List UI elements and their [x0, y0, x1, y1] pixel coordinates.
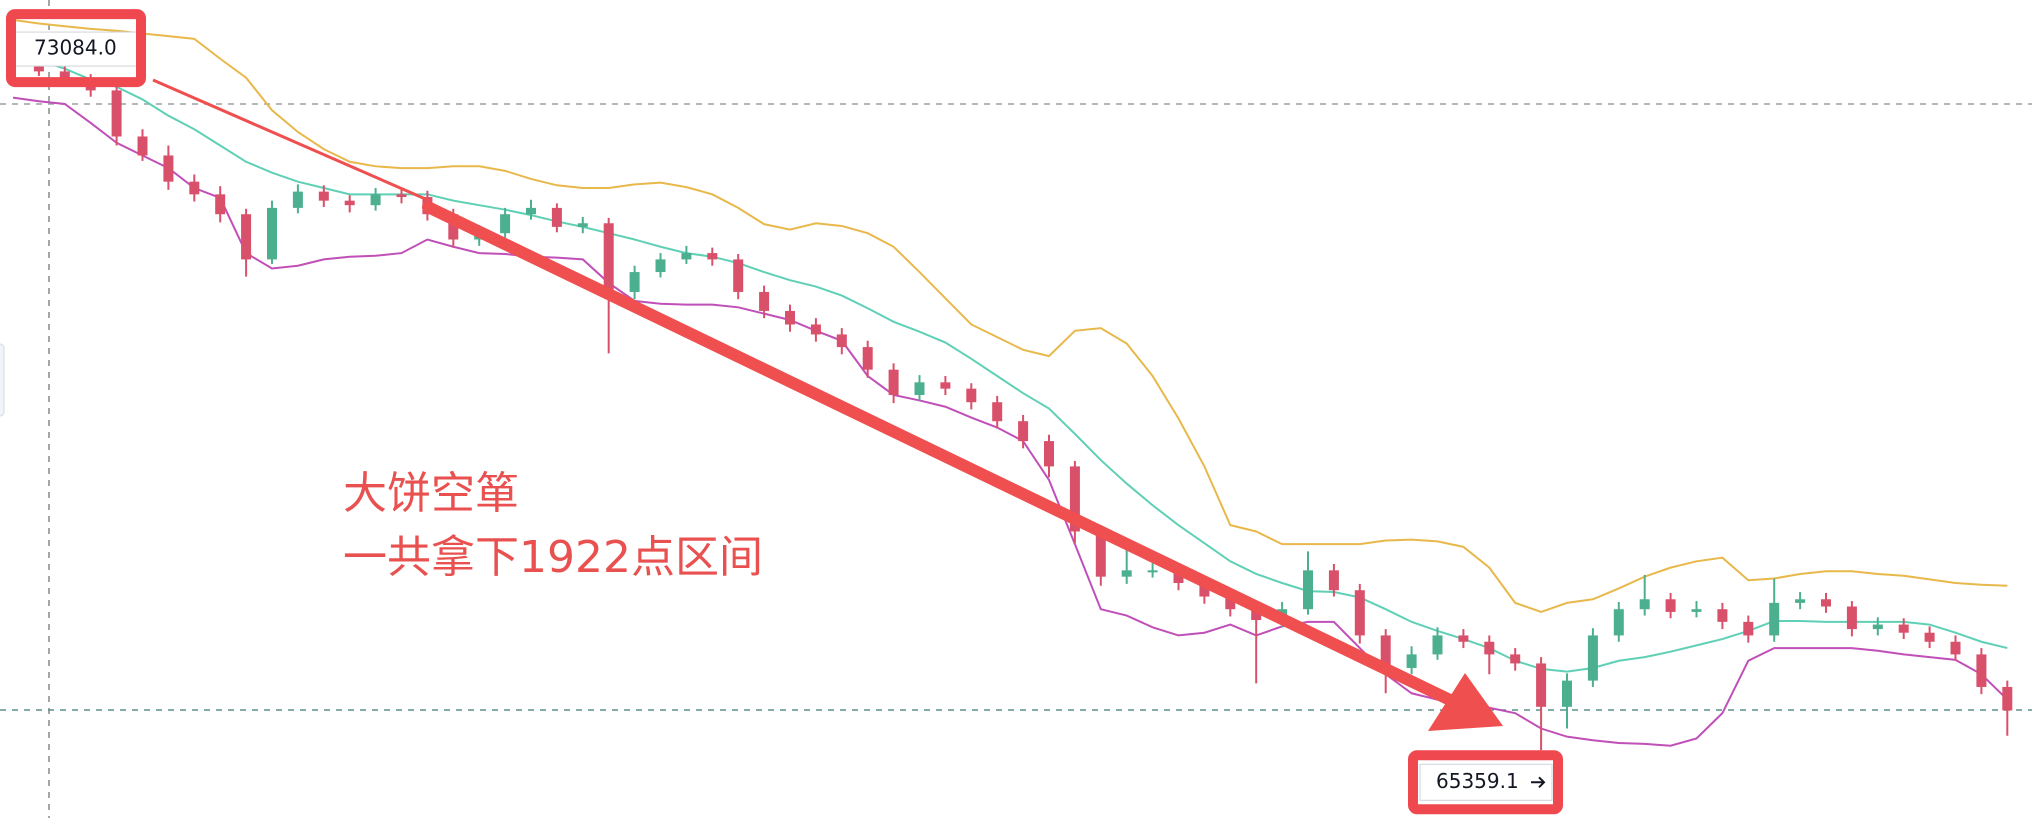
band-line: [12, 50, 2008, 673]
candle-body: [759, 291, 770, 311]
candle-body: [370, 194, 381, 206]
candle-body: [1665, 599, 1676, 612]
candle-body: [862, 347, 873, 370]
candle-body: [966, 388, 977, 403]
candle-body: [1225, 596, 1236, 610]
candles: [8, 52, 2013, 751]
arrow-icon: [1531, 776, 1546, 788]
candle-body: [215, 194, 226, 215]
candle-body: [1976, 654, 1987, 687]
horizontal-lines: [0, 103, 2032, 711]
trend-arrow-head: [1428, 673, 1503, 731]
candle-body: [59, 71, 70, 81]
band-line: [12, 18, 2008, 613]
candle-body: [1484, 641, 1495, 655]
candle-body: [1303, 570, 1313, 610]
candle-body: [1846, 606, 1857, 630]
candle-body: [681, 253, 692, 260]
candle-body: [1587, 635, 1598, 681]
candle-body: [1069, 466, 1080, 532]
candle-body: [1821, 599, 1831, 607]
candle-body: [1898, 624, 1909, 633]
candle-body: [1406, 654, 1417, 668]
candle-body: [189, 181, 200, 195]
candle-body: [267, 207, 277, 260]
candle-body: [888, 369, 899, 395]
candle-body: [577, 223, 588, 227]
candle-body: [1795, 599, 1806, 603]
candle-body: [137, 136, 148, 156]
trend-arrow-shaft: [422, 201, 1456, 706]
candle-body: [733, 259, 744, 292]
candle-body: [1872, 624, 1883, 630]
candle-body: [1380, 635, 1391, 668]
candle-body: [500, 214, 511, 234]
candle-body: [111, 90, 122, 137]
candle-body: [603, 223, 614, 292]
candle-body: [1354, 590, 1365, 636]
candle-body: [1717, 609, 1728, 622]
candle-body: [1251, 609, 1262, 621]
candle-body: [1044, 441, 1054, 467]
candle-body: [810, 324, 821, 335]
side-tab: [0, 343, 5, 417]
candle-body: [1950, 641, 1961, 655]
candle-body: [1691, 609, 1702, 612]
candle-body: [1613, 609, 1624, 636]
candle-body: [1562, 680, 1572, 707]
annotation: 大饼空箪: [343, 468, 519, 519]
candle-body: [707, 253, 718, 260]
candle-body: [785, 310, 795, 325]
candle-body: [1510, 654, 1521, 664]
price-label-box: [1419, 763, 1553, 801]
candle-body: [448, 214, 459, 240]
candle-body: [1769, 602, 1780, 636]
candle-body: [1199, 582, 1210, 597]
candle-body: [551, 207, 562, 227]
candle-body: [1458, 635, 1469, 642]
candle-body: [655, 259, 666, 273]
highlight-box: [1408, 750, 1563, 815]
candle-body: [1018, 421, 1029, 442]
annotation: 一共拿下1922点区间: [343, 532, 763, 583]
thin-trend-line: [152, 78, 431, 203]
candle-body: [526, 207, 536, 215]
candle-body: [1743, 621, 1754, 636]
bands: [12, 18, 2008, 747]
candle-body: [1173, 570, 1184, 583]
candle-body: [629, 272, 640, 292]
candle-body: [914, 382, 925, 395]
price-label-box: [13, 31, 139, 67]
candle-body: [292, 191, 303, 208]
candle-body: [1536, 663, 1547, 707]
candle-body: [344, 200, 355, 206]
candle-body: [1639, 599, 1650, 610]
candle-body: [992, 402, 1003, 422]
candle-body: [241, 214, 252, 260]
candle-body: [318, 191, 329, 201]
candle-body: [396, 194, 407, 198]
candle-body: [163, 155, 174, 182]
candle-body: [1147, 570, 1158, 573]
candle-body: [1432, 635, 1443, 655]
price-label: 65359.1: [1436, 769, 1519, 793]
highlight-box: [6, 9, 146, 88]
candle-body: [940, 382, 951, 389]
candle-body: [2002, 686, 2013, 711]
candle-body: [1121, 570, 1132, 577]
candle-body: [1328, 570, 1339, 591]
price-label: 73084.0: [34, 36, 117, 60]
band-line: [12, 96, 2008, 747]
candle-body: [1095, 531, 1106, 577]
candle-body: [836, 334, 847, 348]
candle-body: [1924, 632, 1935, 642]
price-labels: 73084.0 65359.1: [6, 9, 1563, 815]
